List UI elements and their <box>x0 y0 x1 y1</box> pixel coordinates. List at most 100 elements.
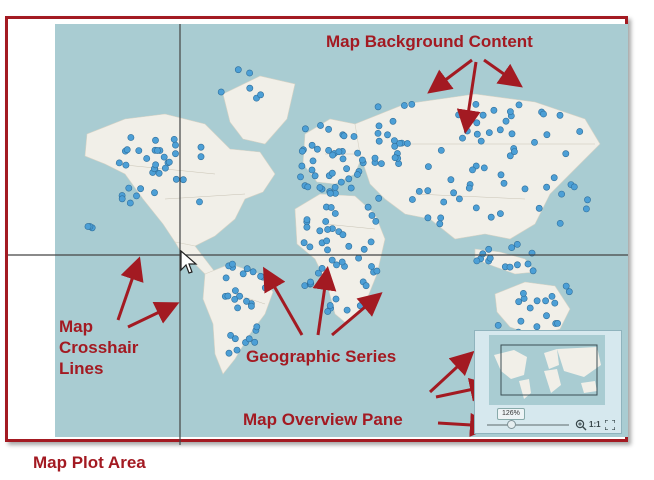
overview-viewport-rect <box>500 344 598 396</box>
geographic-marker <box>197 153 205 161</box>
geographic-marker <box>317 122 324 129</box>
geographic-marker <box>440 198 448 206</box>
geographic-marker <box>469 166 476 174</box>
geographic-marker <box>311 172 319 180</box>
magnifier-plus-icon[interactable] <box>575 419 587 431</box>
geographic-marker <box>375 122 383 130</box>
geographic-marker <box>356 302 364 310</box>
geographic-marker <box>529 267 537 275</box>
geographic-marker <box>424 214 432 222</box>
geographic-marker <box>160 153 168 161</box>
geographic-marker <box>179 176 187 184</box>
geographic-marker <box>513 261 521 269</box>
geographic-marker <box>313 145 321 153</box>
callout-map-plot-area: Map Plot Area <box>33 453 146 472</box>
fit-to-window-icon[interactable] <box>605 420 615 430</box>
geographic-marker <box>384 131 391 139</box>
geographic-marker <box>306 243 314 251</box>
geographic-marker <box>172 150 179 158</box>
geographic-marker <box>513 240 521 248</box>
geographic-marker <box>225 349 233 357</box>
geographic-marker <box>358 156 366 164</box>
geographic-marker <box>343 306 351 314</box>
geographic-marker <box>257 272 264 280</box>
geographic-marker <box>318 264 326 272</box>
geographic-marker <box>335 148 343 156</box>
geographic-marker <box>548 292 556 300</box>
geographic-marker <box>137 185 144 193</box>
geographic-marker <box>479 111 487 119</box>
geographic-marker <box>297 173 304 181</box>
geographic-marker <box>424 187 432 195</box>
geographic-marker <box>228 260 236 268</box>
geographic-marker <box>143 155 151 162</box>
geographic-marker <box>339 155 347 163</box>
geographic-marker <box>251 338 259 346</box>
geographic-marker <box>487 213 495 221</box>
geographic-marker <box>455 111 462 119</box>
geographic-marker <box>480 164 488 172</box>
zoom-slider-track[interactable] <box>487 424 569 426</box>
geographic-marker <box>301 125 309 133</box>
geographic-marker <box>125 184 133 192</box>
one-to-one-button[interactable]: 1:1 <box>589 420 601 429</box>
geographic-marker <box>300 239 308 247</box>
map-overview-pane[interactable]: 126% 1:1 <box>474 330 622 434</box>
geographic-marker <box>551 299 559 307</box>
geographic-marker <box>502 117 510 125</box>
geographic-marker <box>455 195 463 203</box>
geographic-marker <box>543 131 551 139</box>
geographic-marker <box>508 244 516 251</box>
overview-zoom-level: 126% <box>497 408 525 420</box>
geographic-marker <box>415 187 423 195</box>
geographic-marker <box>231 287 239 294</box>
geographic-marker <box>261 284 269 292</box>
geographic-marker <box>371 154 379 162</box>
geographic-marker <box>123 146 131 154</box>
geographic-marker <box>550 174 558 182</box>
mouse-pointer-icon <box>180 250 198 274</box>
geographic-marker <box>517 317 525 325</box>
geographic-marker <box>339 231 347 239</box>
geographic-marker <box>424 163 432 170</box>
geographic-marker <box>542 297 549 305</box>
geographic-marker <box>316 227 324 235</box>
geographic-marker <box>135 147 143 154</box>
geographic-marker <box>324 226 331 233</box>
geographic-marker <box>323 237 331 245</box>
geographic-marker <box>465 184 473 192</box>
geographic-marker <box>497 171 505 179</box>
geographic-marker <box>247 302 255 310</box>
geographic-marker <box>570 183 578 191</box>
geographic-marker <box>496 210 504 217</box>
geographic-marker <box>253 323 261 331</box>
geographic-marker <box>257 91 264 99</box>
geographic-marker <box>325 147 332 154</box>
zoom-slider-thumb[interactable] <box>507 420 516 429</box>
geographic-marker <box>326 189 334 197</box>
geographic-marker <box>450 189 457 197</box>
geographic-marker <box>408 101 416 108</box>
geographic-marker <box>375 194 383 202</box>
geographic-marker <box>350 133 358 140</box>
geographic-marker <box>558 190 565 198</box>
overview-map[interactable] <box>489 335 605 405</box>
geographic-marker <box>524 260 532 268</box>
geographic-marker <box>345 175 353 183</box>
geographic-marker <box>234 66 242 74</box>
geographic-marker <box>347 184 355 192</box>
callout-map-background-content: Map Background Content <box>326 32 533 51</box>
geographic-marker <box>375 137 383 145</box>
map-area[interactable] <box>55 24 628 437</box>
geographic-marker <box>533 297 541 305</box>
geographic-marker <box>227 331 234 339</box>
geographic-marker <box>324 308 332 315</box>
geographic-marker <box>494 321 502 329</box>
geographic-marker <box>307 278 314 286</box>
geographic-marker <box>354 149 361 157</box>
geographic-marker <box>328 256 336 264</box>
geographic-marker <box>562 150 570 158</box>
geographic-marker <box>224 292 232 300</box>
geographic-marker <box>531 139 538 146</box>
geographic-marker <box>372 217 380 225</box>
